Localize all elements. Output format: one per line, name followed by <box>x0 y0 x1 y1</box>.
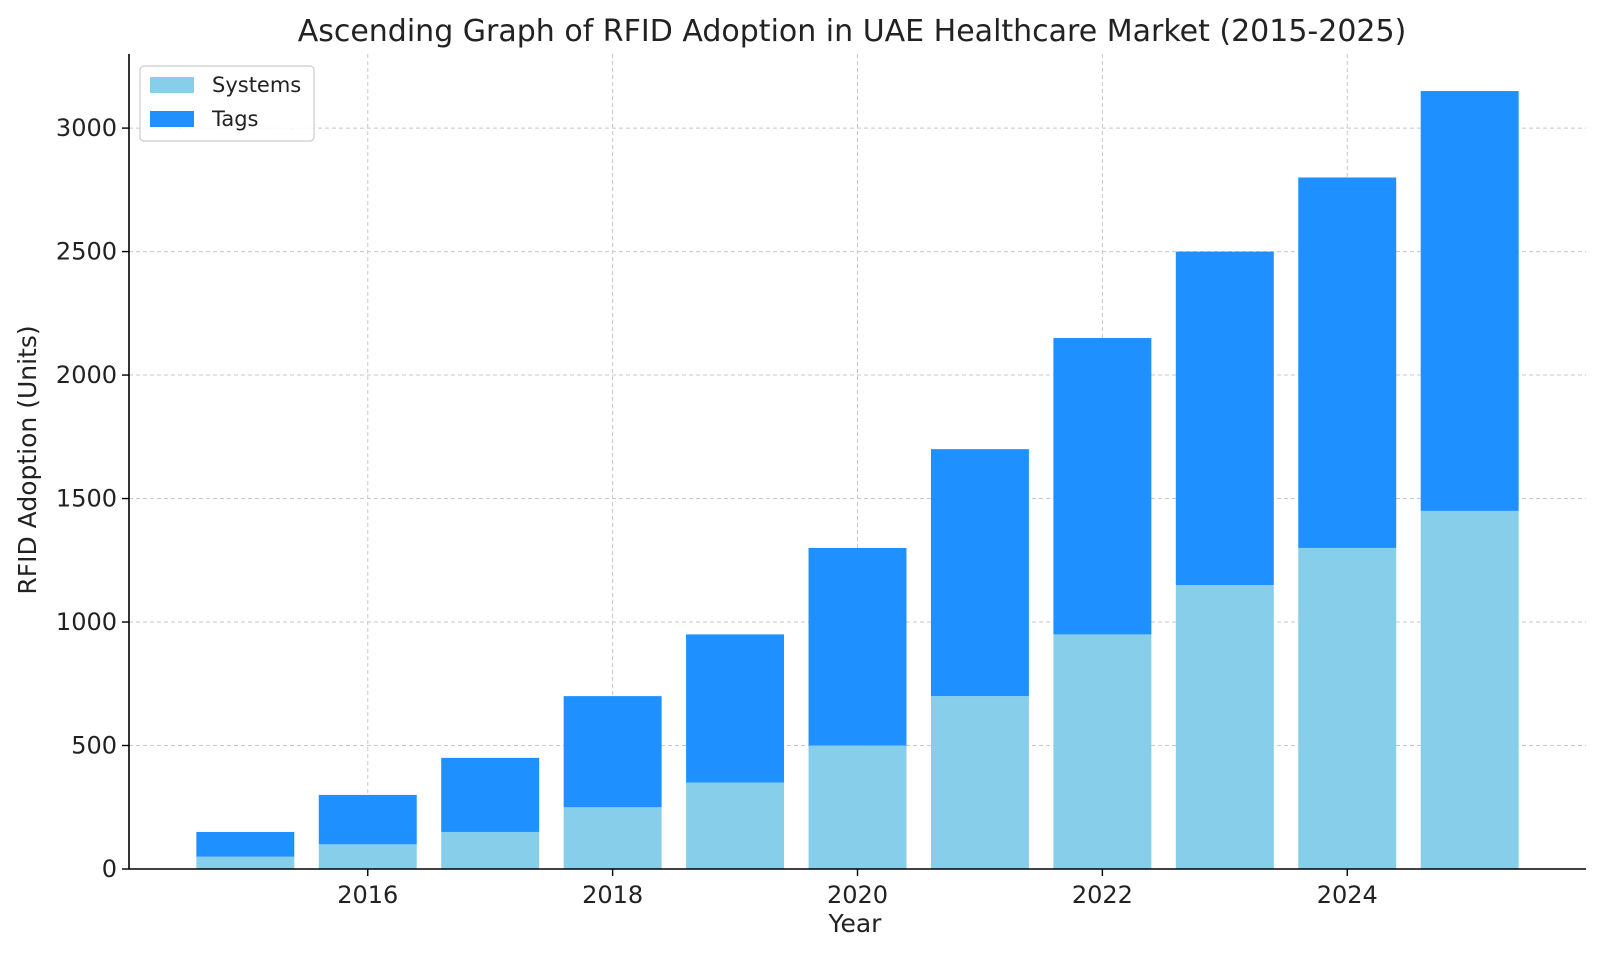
bar-tags-2023 <box>1175 251 1274 585</box>
bar-tags-2024 <box>1298 177 1397 548</box>
chart-title: Ascending Graph of RFID Adoption in UAE … <box>298 14 1407 49</box>
bar-tags-2017 <box>441 757 540 832</box>
y-tick-label: 0 <box>102 855 117 883</box>
bar-tags-2018 <box>563 696 662 808</box>
bar-systems-2017 <box>441 831 540 869</box>
legend-label-tags: Tags <box>211 107 259 131</box>
legend-swatch-tags <box>150 111 194 127</box>
bar-tags-2022 <box>1053 338 1152 635</box>
ticks: 2016 2018 2020 2022 2024 0 500 1000 1500 2000 2500… <box>56 114 1378 909</box>
legend: Systems Tags <box>139 65 315 142</box>
y-tick-label: 2000 <box>56 361 117 389</box>
bar-tags-2020 <box>808 547 907 746</box>
y-tick-label: 1500 <box>56 485 117 513</box>
bar-tags-2015 <box>196 831 295 857</box>
bar-systems-2016 <box>318 844 417 869</box>
y-tick-label: 2500 <box>56 238 117 266</box>
y-tick-label: 1000 <box>56 608 117 636</box>
legend-swatch-systems <box>150 77 194 93</box>
bar-systems-2020 <box>808 745 907 869</box>
x-axis-title: Year <box>828 909 883 938</box>
bar-systems-2019 <box>686 782 785 869</box>
bar-tags-2025 <box>1420 91 1519 511</box>
bar-systems-2023 <box>1175 584 1274 869</box>
legend-label-systems: Systems <box>212 73 301 97</box>
x-tick-label: 2018 <box>582 881 643 909</box>
bar-systems-2021 <box>930 696 1029 869</box>
bar-tags-2019 <box>686 634 785 783</box>
y-tick-label: 3000 <box>56 114 117 142</box>
x-tick-label: 2016 <box>337 881 398 909</box>
y-axis-title: RFID Adoption (Units) <box>13 325 42 594</box>
bars <box>196 91 1519 869</box>
bar-tags-2016 <box>318 794 417 845</box>
x-tick-label: 2022 <box>1072 881 1133 909</box>
bar-systems-2025 <box>1420 510 1519 869</box>
x-tick-label: 2024 <box>1317 881 1378 909</box>
bar-systems-2015 <box>196 856 295 869</box>
bar-tags-2021 <box>930 449 1029 697</box>
y-tick-label: 500 <box>71 732 117 760</box>
bar-systems-2024 <box>1298 547 1397 869</box>
bar-systems-2018 <box>563 807 662 869</box>
x-tick-label: 2020 <box>827 881 888 909</box>
bar-systems-2022 <box>1053 634 1152 869</box>
